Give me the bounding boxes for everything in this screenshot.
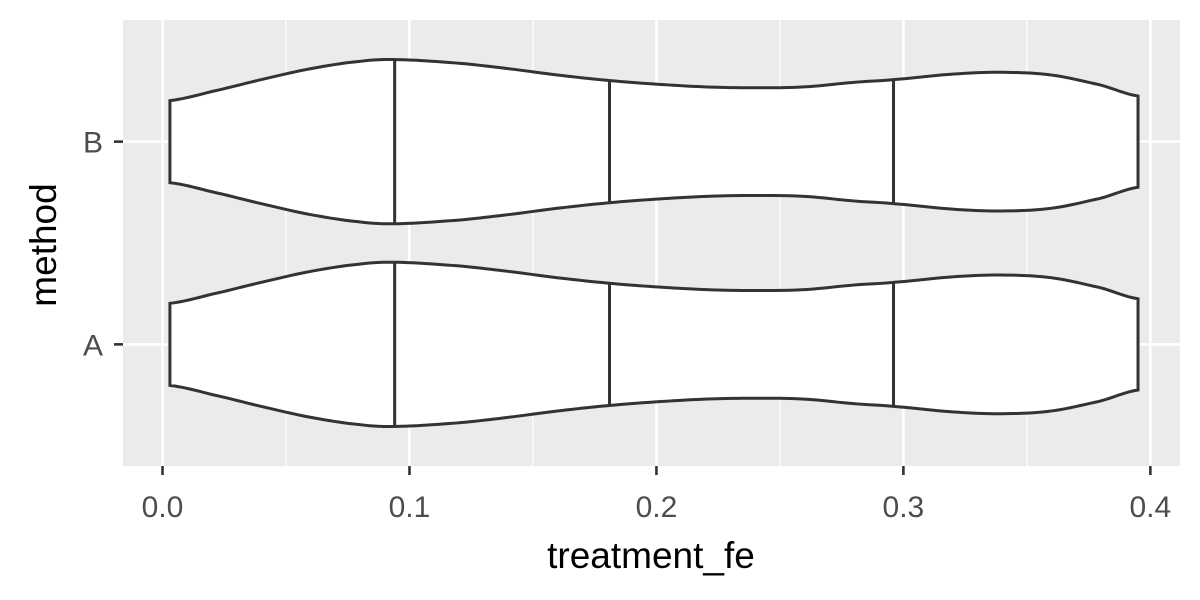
x-axis: 0.0 0.1 0.2 0.3 0.4: [142, 466, 1172, 524]
x-axis-title: treatment_fe: [547, 535, 755, 576]
y-tick-label-A: A: [83, 329, 103, 362]
y-axis: AB: [83, 127, 123, 362]
y-axis-title: method: [23, 183, 64, 306]
violin-outline-A: [168, 260, 1140, 429]
x-tick-label: 0.4: [1130, 491, 1172, 524]
violin-outline-B: [168, 57, 1140, 226]
violin-A: [168, 260, 1140, 429]
x-tick-label: 0.1: [389, 491, 431, 524]
x-tick-label: 0.2: [636, 491, 678, 524]
violin-B: [168, 57, 1140, 226]
x-tick-label: 0.0: [142, 491, 184, 524]
y-tick-label-B: B: [83, 127, 103, 160]
x-tick-label: 0.3: [883, 491, 925, 524]
violins: [168, 57, 1140, 429]
